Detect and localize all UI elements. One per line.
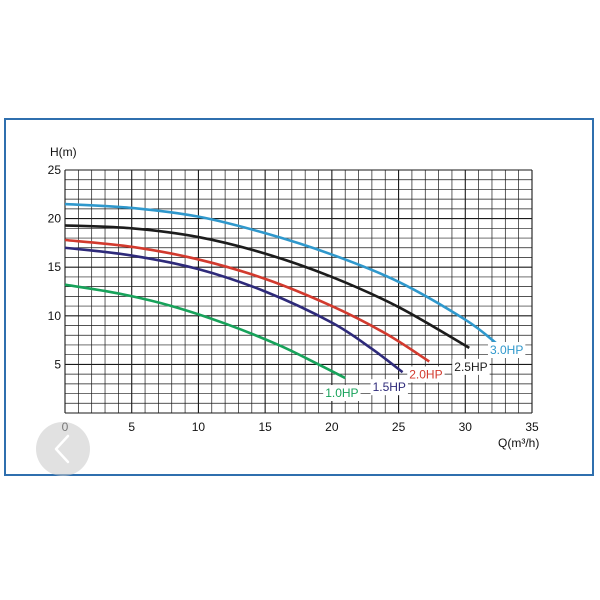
series-line bbox=[64, 202, 497, 345]
chevron-left-icon bbox=[54, 434, 70, 464]
y-tick-label: 15 bbox=[48, 260, 62, 274]
series-label-text: 1.0HP bbox=[325, 386, 358, 400]
y-tick-label: 20 bbox=[48, 212, 62, 226]
x-tick-label: 15 bbox=[258, 420, 272, 434]
chart-frame bbox=[4, 118, 594, 476]
series-label-text: 2.5HP bbox=[454, 360, 487, 374]
series-label-text: 2.0HP bbox=[409, 367, 442, 381]
series-line bbox=[64, 224, 470, 350]
series-line bbox=[64, 283, 346, 380]
x-tick-label: 10 bbox=[192, 420, 206, 434]
series-label-text: 3.0HP bbox=[490, 343, 523, 357]
y-tick-label: 25 bbox=[48, 163, 62, 177]
series-label: 1.5HP bbox=[370, 379, 408, 396]
x-tick-label: 25 bbox=[392, 420, 406, 434]
series-label-background bbox=[452, 358, 490, 375]
series-label-background bbox=[487, 342, 526, 359]
curves bbox=[64, 202, 497, 380]
series-label: 1.0HP bbox=[323, 385, 361, 402]
x-tick-label: 30 bbox=[459, 420, 473, 434]
series-label: 3.0HP bbox=[487, 342, 526, 359]
series-line bbox=[64, 246, 404, 374]
series-label: 2.0HP bbox=[407, 366, 445, 383]
y-tick-label: 10 bbox=[48, 309, 62, 323]
series-label-text: 1.5HP bbox=[373, 380, 406, 394]
series-label-background bbox=[407, 366, 445, 383]
series-label-background bbox=[370, 379, 408, 396]
x-tick-label: 35 bbox=[525, 420, 539, 434]
x-axis-title: Q(m³/h) bbox=[498, 436, 539, 450]
series-label-background bbox=[323, 385, 361, 402]
y-tick-label: 5 bbox=[54, 357, 61, 371]
previous-slide-button[interactable] bbox=[36, 422, 90, 476]
y-axis-title: H(m) bbox=[50, 145, 77, 159]
x-tick-label: 20 bbox=[325, 420, 339, 434]
series-label: 2.5HP bbox=[452, 358, 490, 375]
series-line bbox=[64, 238, 430, 363]
x-tick-label: 5 bbox=[128, 420, 135, 434]
